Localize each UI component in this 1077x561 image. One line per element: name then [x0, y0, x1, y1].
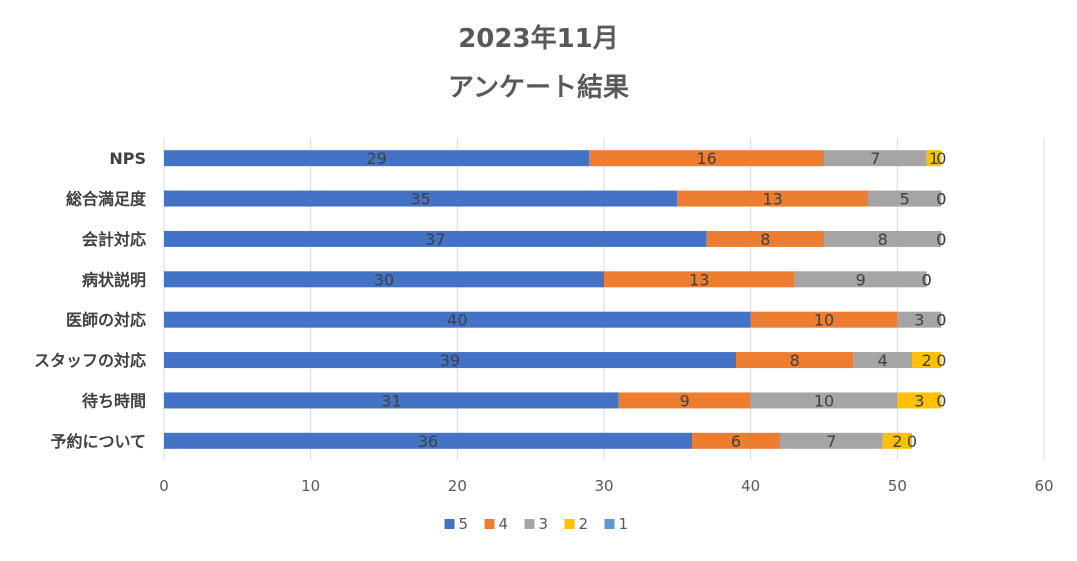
data-label: 4 — [878, 351, 888, 370]
data-label: 29 — [366, 149, 386, 168]
bar-segment-3 — [824, 230, 942, 247]
legend-label: 2 — [579, 515, 589, 533]
data-label: 6 — [731, 432, 741, 451]
legend-swatch-2 — [564, 519, 575, 529]
legend-label: 1 — [619, 515, 629, 533]
bar-segment-4 — [618, 392, 751, 409]
category-label: スタッフの対応 — [34, 351, 146, 370]
data-label: 13 — [762, 190, 782, 209]
category-label: 総合満足度 — [66, 190, 147, 209]
bar-segment-3 — [897, 311, 942, 328]
category-label: 待ち時間 — [82, 391, 146, 410]
chart-title: 2023年11月 — [458, 24, 619, 54]
bar-segment-3 — [780, 432, 883, 449]
data-label: 3 — [914, 311, 924, 330]
category-label: 病状説明 — [82, 270, 146, 289]
bar-segment-3 — [750, 392, 898, 409]
legend-swatch-4 — [484, 519, 495, 529]
data-label: 0 — [922, 270, 932, 289]
data-label: 0 — [907, 432, 917, 451]
bar-segment-4 — [589, 150, 824, 167]
data-label: 0 — [936, 311, 946, 330]
data-label: 8 — [760, 230, 770, 249]
bar-segment-5 — [164, 230, 707, 247]
data-label: 8 — [878, 230, 888, 249]
bar-segment-4 — [677, 190, 868, 207]
bar-segment-5 — [164, 432, 692, 449]
x-tick-label: 60 — [1034, 477, 1053, 495]
bar-segment-5 — [164, 271, 604, 288]
legend-label: 3 — [539, 515, 549, 533]
bar-segment-5 — [164, 392, 619, 409]
data-label: 31 — [381, 391, 401, 410]
bar-segment-5 — [164, 311, 751, 328]
data-label: 36 — [418, 432, 438, 451]
data-label: 7 — [870, 149, 880, 168]
bar-segment-3 — [794, 271, 927, 288]
data-label: 7 — [826, 432, 836, 451]
data-label: 1 — [929, 149, 939, 168]
legend-swatch-5 — [444, 519, 455, 529]
bar-segment-3 — [824, 150, 927, 167]
bar-segment-4 — [750, 311, 898, 328]
data-label: 16 — [696, 149, 716, 168]
data-label: 3 — [914, 391, 924, 410]
legend-swatch-1 — [604, 519, 615, 529]
data-label: 8 — [790, 351, 800, 370]
x-tick-label: 50 — [888, 477, 907, 495]
x-tick-label: 10 — [301, 477, 320, 495]
x-tick-label: 30 — [594, 477, 613, 495]
legend-label: 4 — [499, 515, 509, 533]
category-label: NPS — [109, 149, 146, 168]
data-label: 2 — [922, 351, 932, 370]
data-label: 10 — [814, 311, 834, 330]
data-label: 0 — [936, 190, 946, 209]
data-label: 13 — [689, 270, 709, 289]
bar-segment-4 — [604, 271, 795, 288]
bar-segment-3 — [868, 190, 942, 207]
bar-segment-5 — [164, 190, 678, 207]
data-label: 9 — [680, 391, 690, 410]
data-label: 0 — [936, 190, 946, 209]
bar-segment-5 — [164, 352, 736, 369]
category-label: 予約について — [50, 432, 146, 451]
bar-segment-4 — [706, 230, 824, 247]
data-label: 10 — [814, 391, 834, 410]
data-label: 0 — [936, 311, 946, 330]
data-label: 5 — [900, 190, 910, 209]
x-tick-label: 20 — [448, 477, 467, 495]
data-label: 30 — [374, 270, 394, 289]
data-label: 40 — [447, 311, 467, 330]
bar-segment-4 — [692, 432, 780, 449]
data-label: 0 — [936, 351, 946, 370]
data-label: 0 — [936, 391, 946, 410]
data-label: 37 — [425, 230, 445, 249]
legend-label: 5 — [459, 515, 469, 533]
data-label: 2 — [892, 432, 902, 451]
bar-segment-2 — [897, 392, 942, 409]
x-tick-label: 40 — [741, 477, 760, 495]
data-label: 35 — [410, 190, 430, 209]
chart-subtitle: アンケート結果 — [448, 73, 629, 103]
data-label: 0 — [936, 230, 946, 249]
bar-segment-2 — [882, 432, 912, 449]
bar-segment-2 — [926, 150, 942, 167]
data-label: 9 — [856, 270, 866, 289]
data-label: 39 — [440, 351, 460, 370]
bar-segment-5 — [164, 150, 590, 167]
category-label: 医師の対応 — [66, 311, 146, 330]
bar-segment-2 — [912, 352, 942, 369]
legend-swatch-3 — [524, 519, 535, 529]
bar-segment-3 — [853, 352, 912, 369]
data-label: 0 — [936, 149, 946, 168]
data-label: 0 — [922, 270, 932, 289]
category-label: 会計対応 — [82, 230, 146, 249]
data-label: 0 — [936, 230, 946, 249]
bar-segment-4 — [736, 352, 854, 369]
x-tick-label: 0 — [159, 477, 169, 495]
